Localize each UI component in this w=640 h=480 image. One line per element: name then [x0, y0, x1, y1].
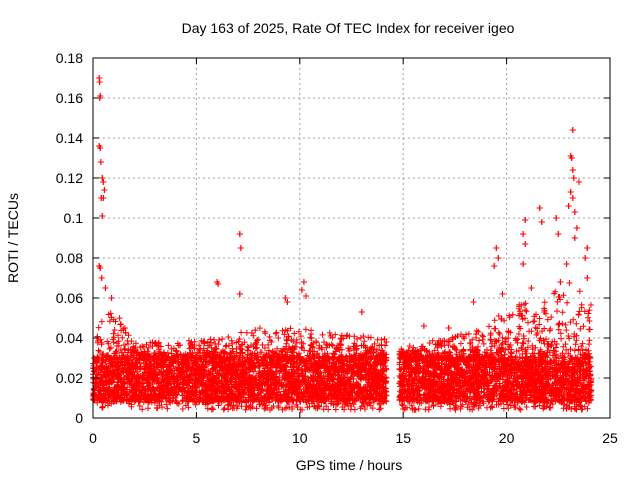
- roti-outlier-point: [420, 323, 427, 329]
- roti-outlier-point: [569, 195, 576, 201]
- roti-outlier-point: [571, 209, 578, 215]
- roti-outlier-point: [236, 231, 243, 237]
- roti-outlier-point: [491, 263, 498, 269]
- roti-outlier-point: [495, 255, 502, 261]
- roti-outlier-point: [100, 179, 107, 185]
- x-tick-label: 15: [395, 430, 411, 446]
- roti-outlier-point: [569, 167, 576, 173]
- y-tick-label: 0.02: [56, 370, 83, 386]
- y-axis-label: ROTI / TECUs: [5, 193, 21, 283]
- y-tick-label: 0.06: [56, 290, 83, 306]
- roti-outlier-point: [567, 189, 574, 195]
- roti-series-markers: [90, 75, 595, 413]
- roti-outlier-point: [528, 285, 535, 291]
- roti-outlier-point: [536, 205, 543, 211]
- roti-outlier-point: [582, 255, 589, 261]
- x-axis-label: GPS time / hours: [296, 457, 403, 473]
- y-tick-label: 0.04: [56, 330, 83, 346]
- x-tick-label: 10: [292, 430, 308, 446]
- roti-outlier-point: [570, 175, 577, 181]
- roti-outlier-point: [563, 261, 570, 267]
- roti-outlier-point: [300, 279, 307, 285]
- roti-outlier-point: [569, 127, 576, 133]
- y-tick-label: 0.12: [56, 170, 83, 186]
- roti-outlier-point: [584, 275, 591, 281]
- roti-outlier-point: [298, 287, 305, 293]
- roti-outlier-point: [98, 275, 105, 281]
- roti-outlier-point: [520, 231, 527, 237]
- roti-outlier-point: [522, 217, 529, 223]
- y-tick-label: 0.16: [56, 90, 83, 106]
- roti-outlier-point: [237, 245, 244, 251]
- roti-outlier-point: [96, 79, 103, 85]
- chart-title: Day 163 of 2025, Rate Of TEC Index for r…: [182, 20, 515, 36]
- x-tick-label: 25: [602, 430, 618, 446]
- roti-outlier-point: [303, 293, 310, 299]
- roti-outlier-point: [522, 241, 529, 247]
- roti-outlier-point: [97, 265, 104, 271]
- roti-outlier-point: [557, 279, 564, 285]
- roti-outlier-point: [215, 281, 222, 287]
- roti-outlier-point: [99, 175, 106, 181]
- roti-outlier-point: [575, 179, 582, 185]
- roti-outlier-point: [493, 245, 500, 251]
- x-tick-label: 5: [193, 430, 201, 446]
- roti-outlier-point: [499, 291, 506, 297]
- y-tick-label: 0.14: [56, 130, 83, 146]
- roti-outlier-point: [445, 325, 452, 331]
- roti-outlier-point: [568, 155, 575, 161]
- roti-outlier-point: [102, 285, 109, 291]
- roti-outlier-point: [538, 219, 545, 225]
- roti-outlier-point: [520, 261, 527, 267]
- y-tick-label: 0.08: [56, 250, 83, 266]
- data-points: [90, 75, 595, 413]
- roti-outlier-point: [553, 215, 560, 221]
- roti-outlier-point: [358, 309, 365, 315]
- roti-outlier-point: [584, 245, 591, 251]
- roti-outlier-point: [470, 299, 477, 305]
- roti-outlier-point: [565, 203, 572, 209]
- x-tick-label: 0: [89, 430, 97, 446]
- roti-outlier-point: [101, 187, 108, 193]
- roti-outlier-point: [99, 213, 106, 219]
- roti-outlier-point: [108, 295, 115, 301]
- roti-outlier-point: [236, 291, 243, 297]
- roti-outlier-point: [97, 145, 104, 151]
- x-tick-label: 20: [499, 430, 515, 446]
- plot-frame: [92, 57, 611, 419]
- y-tick-label: 0.1: [64, 210, 84, 226]
- roti-outlier-point: [571, 235, 578, 241]
- roti-outlier-point: [100, 195, 107, 201]
- roti-outlier-point: [282, 295, 289, 301]
- roti-outlier-point: [573, 225, 580, 231]
- y-tick-label: 0: [75, 410, 83, 426]
- y-tick-label: 0.18: [56, 50, 83, 66]
- roti-outlier-point: [555, 231, 562, 237]
- roti-outlier-point: [284, 299, 291, 305]
- roti-outlier-point: [97, 159, 104, 165]
- axes: 0 0.02 0.04 0.06 0.08 0.1 0.12 0.14 0.16 0.18 0 5 10…: [56, 50, 618, 446]
